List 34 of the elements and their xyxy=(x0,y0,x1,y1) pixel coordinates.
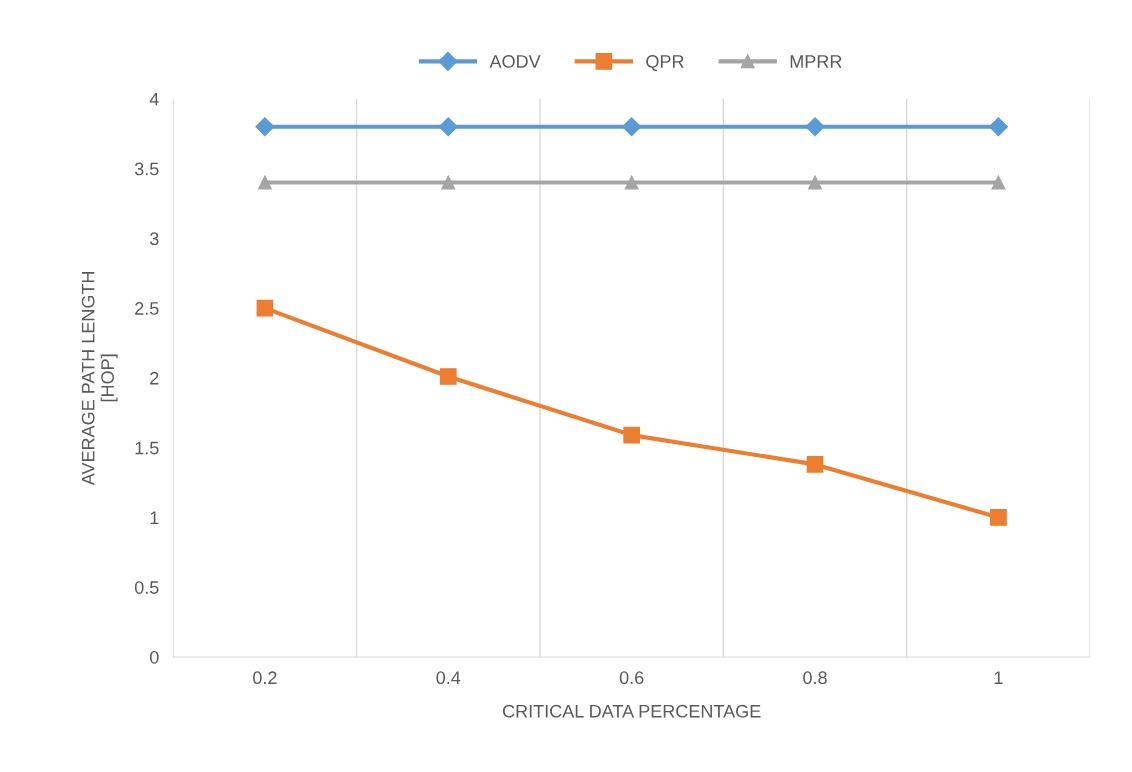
y-tick-label: 3 xyxy=(149,232,159,246)
point xyxy=(805,117,825,137)
point xyxy=(257,175,272,190)
y-tick-label: 4 xyxy=(149,92,159,106)
point xyxy=(255,117,275,137)
y-tick-label: 2 xyxy=(150,371,159,385)
point xyxy=(624,175,639,190)
point xyxy=(991,175,1006,190)
y-axis-title: AVERAGE PATH LENGTH [HOP] xyxy=(81,272,118,486)
point xyxy=(623,426,640,444)
y-tick-label: 0.5 xyxy=(134,581,159,594)
point xyxy=(806,456,824,473)
point xyxy=(439,368,457,385)
x-tick-label: 0.6 xyxy=(619,671,644,685)
y-tick-label: 1.5 xyxy=(135,441,159,455)
y-tick-label: 0 xyxy=(149,650,159,664)
point xyxy=(622,117,642,137)
point xyxy=(988,117,1008,137)
x-tick-label: 0.8 xyxy=(803,671,827,685)
y-tick-label: 2.5 xyxy=(135,302,159,315)
point xyxy=(438,117,458,137)
x-axis-title: CRITICAL DATA PERCENTAGE xyxy=(502,704,761,718)
legend-label: AODV xyxy=(489,55,541,68)
x-tick-label: 0.2 xyxy=(253,671,277,685)
point xyxy=(441,175,456,190)
legend-label: MPRR xyxy=(790,55,842,68)
point xyxy=(256,299,274,317)
y-tick-label: 1 xyxy=(150,511,159,524)
point xyxy=(808,175,822,190)
point xyxy=(990,509,1007,526)
y-tick-label: 3.5 xyxy=(134,162,159,176)
legend-label: QPR xyxy=(646,55,684,72)
x-tick-label: 1 xyxy=(994,671,1003,684)
x-tick-label: 0.4 xyxy=(436,671,461,685)
